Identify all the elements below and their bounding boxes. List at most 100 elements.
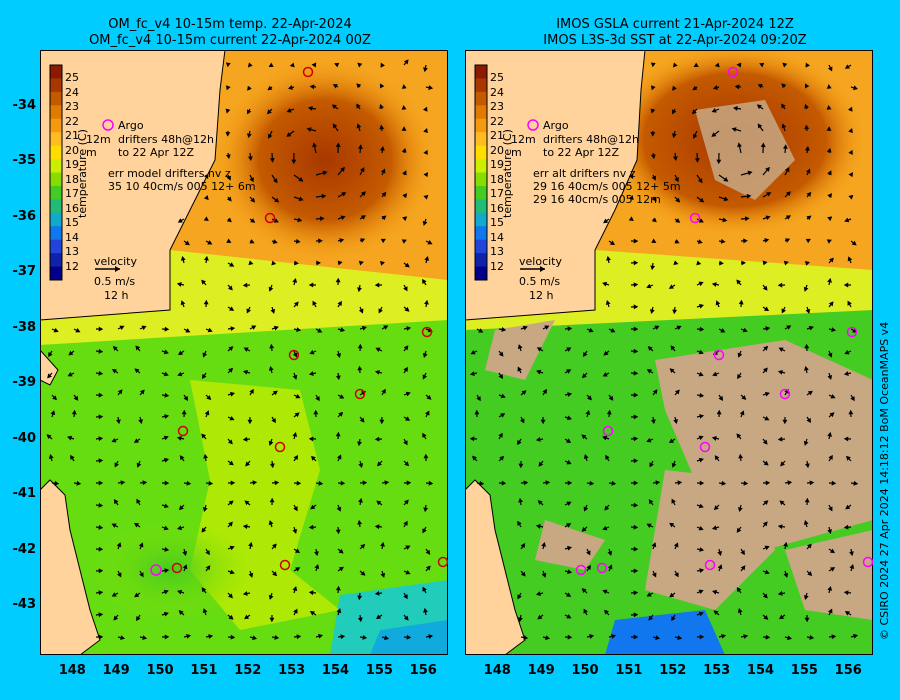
current-vector-head bbox=[650, 108, 656, 114]
left-map-panel: 25 24 23 22 21 20 19 18 17 16 15 14 13 12 temperature… bbox=[40, 50, 448, 655]
current-vector-head bbox=[226, 217, 232, 223]
current-vector-head bbox=[310, 455, 316, 461]
x-tick-label: 149 bbox=[527, 663, 555, 678]
current-vector-head bbox=[136, 615, 141, 622]
current-vector-head bbox=[586, 564, 591, 570]
current-vector-head bbox=[244, 614, 250, 620]
current-vector-head bbox=[376, 500, 382, 506]
current-vector-head bbox=[713, 505, 719, 511]
current-vector-head bbox=[691, 109, 697, 115]
current-vector-head bbox=[567, 569, 573, 575]
current-vector-head bbox=[648, 499, 654, 505]
current-vector-head bbox=[362, 634, 368, 640]
current-vector-head bbox=[403, 59, 409, 65]
current-vector-head bbox=[781, 123, 787, 129]
current-vector-head bbox=[406, 634, 412, 640]
current-vector-head bbox=[651, 572, 657, 578]
drifter-marker bbox=[171, 562, 183, 574]
drifter-marker bbox=[779, 388, 791, 400]
current-vector-head bbox=[176, 282, 182, 287]
current-vector-head bbox=[358, 497, 363, 503]
current-vector-head bbox=[826, 105, 832, 110]
current-vector-head bbox=[177, 350, 184, 356]
current-vector-head bbox=[229, 391, 235, 397]
colorbar-tick-label: 24 bbox=[65, 85, 79, 99]
current-vector-head bbox=[201, 433, 207, 439]
current-vector-head bbox=[517, 520, 522, 526]
colorbar-swatch bbox=[475, 105, 487, 120]
current-vector-head bbox=[360, 570, 366, 576]
current-vector-head bbox=[357, 343, 363, 349]
current-vector-head bbox=[672, 85, 677, 91]
current-vector-head bbox=[743, 238, 748, 244]
right-map-panel: 25 24 23 22 21 20 19 18 17 16 15 14 13 12 temperature… bbox=[465, 50, 873, 655]
drifter-marker bbox=[354, 388, 366, 400]
current-vector-head bbox=[628, 173, 634, 179]
current-vector-head bbox=[138, 419, 143, 425]
current-vector-head bbox=[844, 217, 850, 223]
current-vector-head bbox=[228, 346, 234, 351]
current-vector-head bbox=[712, 371, 718, 377]
current-vector-head bbox=[380, 541, 385, 547]
current-vector-head bbox=[269, 463, 275, 469]
current-vector-head bbox=[164, 414, 170, 419]
current-vector-head bbox=[404, 262, 410, 268]
colorbar-swatch bbox=[475, 159, 487, 173]
colorbar-swatch bbox=[50, 78, 62, 93]
current-vector-head bbox=[381, 215, 387, 221]
current-vector-head bbox=[73, 395, 79, 401]
x-tick-label: 155 bbox=[365, 663, 393, 678]
right-map-svg bbox=[465, 50, 873, 655]
current-vector-head bbox=[536, 369, 542, 375]
current-vector-head bbox=[844, 611, 850, 616]
current-vector-head bbox=[804, 343, 810, 349]
colorbar-swatch bbox=[50, 253, 62, 268]
drifter-marker bbox=[288, 349, 300, 361]
current-vector-head bbox=[274, 480, 280, 486]
colorbar-swatch bbox=[475, 239, 487, 254]
current-vector-head bbox=[136, 498, 141, 504]
current-vector-head bbox=[357, 519, 363, 525]
current-vector-head bbox=[827, 277, 832, 283]
current-vector-head bbox=[517, 366, 522, 372]
current-vector-head bbox=[341, 192, 347, 197]
drifter-marker bbox=[846, 326, 858, 338]
current-vector-head bbox=[843, 371, 849, 376]
current-vector-head bbox=[247, 62, 253, 68]
current-vector-head bbox=[737, 352, 743, 358]
current-vector-head bbox=[332, 123, 338, 129]
current-vector-head bbox=[827, 585, 833, 591]
current-vector-head bbox=[611, 633, 617, 639]
current-vector-head bbox=[848, 149, 853, 155]
current-vector-head bbox=[380, 238, 386, 244]
current-vector-head bbox=[848, 409, 854, 415]
current-vector-head bbox=[783, 572, 789, 578]
drifter-marker bbox=[699, 441, 711, 453]
current-vector-head bbox=[180, 300, 186, 306]
current-vector-head bbox=[179, 455, 185, 461]
current-vector-head bbox=[715, 300, 721, 306]
legend-12m: 12m bbox=[511, 133, 536, 146]
current-vector-head bbox=[381, 191, 387, 197]
current-vector-head bbox=[803, 520, 809, 526]
current-vector-head bbox=[384, 635, 390, 641]
current-vector-head bbox=[120, 635, 126, 641]
green-eddy bbox=[90, 520, 250, 620]
current-vector-head bbox=[633, 282, 639, 288]
current-vector-head bbox=[310, 504, 316, 510]
current-vector-head bbox=[673, 419, 679, 425]
current-vector-head bbox=[229, 306, 235, 311]
current-vector-head bbox=[779, 614, 785, 620]
current-vector-head bbox=[781, 83, 787, 89]
current-vector-head bbox=[247, 109, 252, 115]
current-vector-head bbox=[226, 175, 231, 181]
current-vector-head bbox=[242, 524, 248, 530]
current-vector-head bbox=[251, 325, 257, 330]
current-vector-head bbox=[164, 547, 170, 552]
current-vector-head bbox=[827, 216, 833, 222]
current-vector-head bbox=[646, 592, 652, 597]
current-vector-head bbox=[738, 299, 744, 305]
current-vector-head bbox=[744, 216, 750, 222]
y-tick-label: -38 bbox=[12, 319, 37, 335]
current-vector-head bbox=[699, 414, 705, 419]
